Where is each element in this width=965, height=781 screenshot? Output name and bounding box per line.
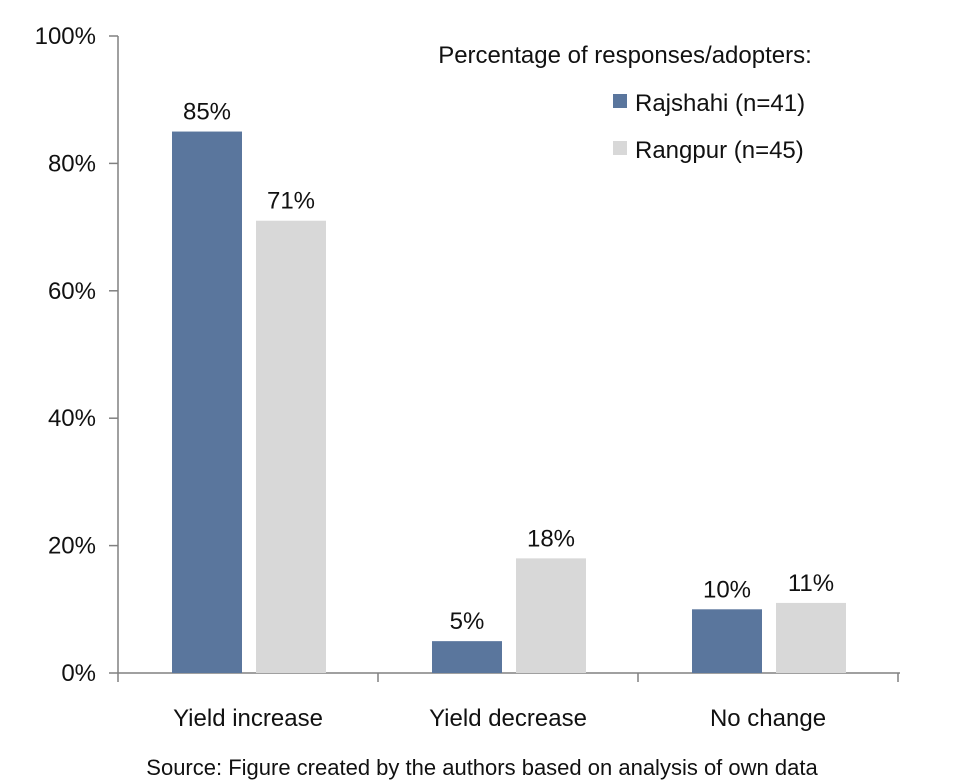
legend-entry: Rajshahi (n=41) (635, 90, 805, 117)
y-tick-label: 20% (48, 533, 96, 560)
legend: Rajshahi (n=41) Rangpur (n=45) (613, 90, 805, 164)
legend-swatch (613, 94, 627, 108)
source-caption: Source: Figure created by the authors ba… (146, 755, 818, 780)
data-labels: 85% 5% 10% 71% 18% 11% (183, 99, 834, 636)
bar-1-2 (776, 602, 846, 673)
y-tick-label: 0% (61, 660, 96, 687)
legend-entry: Rangpur (n=45) (635, 137, 804, 164)
bars (172, 131, 846, 674)
legend-title: Percentage of responses/adopters: (438, 42, 812, 69)
data-label: 5% (450, 608, 485, 635)
data-label: 10% (703, 576, 751, 603)
bar-0-1 (432, 641, 502, 673)
y-tick-label: 60% (48, 278, 96, 305)
bar-0-2 (692, 609, 762, 673)
data-label: 85% (183, 99, 231, 126)
bar-0-0 (172, 131, 242, 674)
x-category-label: Yield increase (173, 705, 323, 732)
x-category-label: No change (710, 705, 826, 732)
legend-swatch (613, 141, 627, 155)
y-tick-label: 80% (48, 150, 96, 177)
bar-1-0 (256, 220, 326, 674)
x-category-label: Yield decrease (429, 705, 587, 732)
y-tick-label: 40% (48, 405, 96, 432)
axes: 0% 20% 40% 60% 80% 100% Yield increase Yield de… (35, 23, 900, 732)
bar-1-1 (516, 558, 586, 673)
y-tick-label: 100% (35, 23, 96, 50)
data-label: 18% (527, 525, 575, 552)
data-label: 11% (788, 570, 834, 597)
data-label: 71% (267, 188, 315, 215)
